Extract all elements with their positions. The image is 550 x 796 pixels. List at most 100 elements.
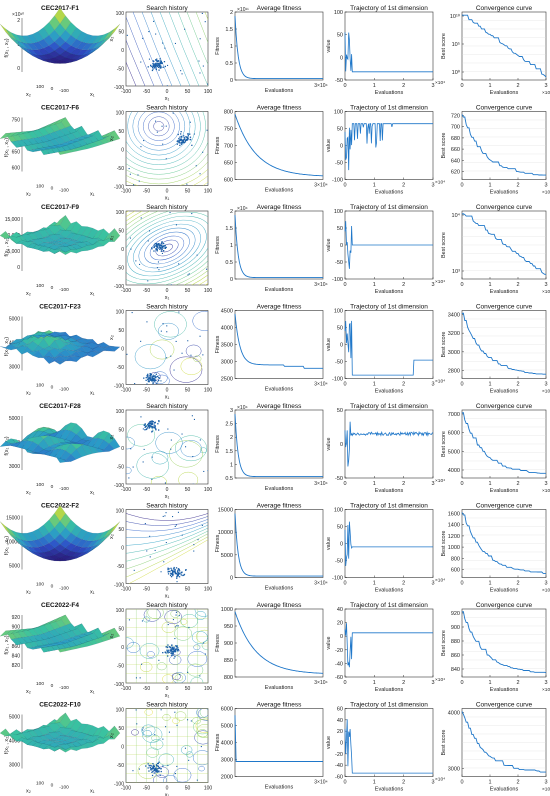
x-tick-label: 2 <box>402 481 405 487</box>
search-point <box>169 649 172 651</box>
contour-line <box>127 424 156 447</box>
panel-title: Convergence curve <box>476 602 533 609</box>
contour-line <box>151 734 160 742</box>
surface-facet <box>21 545 33 554</box>
search-point <box>174 638 176 640</box>
y-tick-label: 4000 <box>448 711 460 717</box>
search-point <box>177 511 179 513</box>
contour-line <box>126 533 208 570</box>
search-point <box>130 448 132 450</box>
search-point <box>159 377 161 379</box>
y-tick-label: 900 <box>451 625 460 631</box>
search-point <box>168 646 170 648</box>
search-point <box>188 759 190 761</box>
search-point <box>149 376 151 379</box>
x-exponent: ×10⁴ <box>435 379 445 385</box>
surface-facet <box>38 338 50 349</box>
search-point <box>147 763 149 765</box>
x-tick-label: 0 <box>343 282 346 288</box>
search-point <box>156 765 158 767</box>
search-point <box>160 330 162 332</box>
y-tick-label: 920 <box>451 611 460 617</box>
search-point <box>154 427 156 429</box>
x-tick-label: 3 <box>431 581 434 587</box>
search-point <box>162 245 164 247</box>
y-tick-label: 0 <box>340 442 343 448</box>
surface-facet <box>16 42 28 52</box>
search-point <box>155 249 157 251</box>
search-point <box>187 671 189 673</box>
x1-axis-label: x₁ <box>165 693 170 699</box>
contour-line <box>126 152 208 180</box>
search-point <box>156 770 158 772</box>
x-tick-label: -50 <box>143 587 150 593</box>
x-tick-label: 2 <box>402 581 405 587</box>
x-tick-label: 100 <box>204 288 213 294</box>
search-point <box>177 647 179 649</box>
search-point <box>171 573 173 575</box>
search-point <box>188 273 190 275</box>
search-point <box>168 651 170 653</box>
surface-facet <box>65 140 77 144</box>
surface-facet <box>16 540 28 550</box>
x-tick-label: 0 <box>166 786 169 792</box>
trajectory-line <box>344 221 433 269</box>
contour-line <box>179 618 188 625</box>
x-tick-label: -50 <box>143 388 150 394</box>
search-point <box>144 425 147 428</box>
surface-facet <box>54 712 66 724</box>
search-point <box>149 230 151 232</box>
surface-facet <box>16 729 28 735</box>
panel-title: Trajectory of 1st dimension <box>350 5 428 12</box>
search-point <box>168 731 170 733</box>
surface-tick-label: -100 <box>59 287 69 293</box>
search-point <box>156 64 159 66</box>
contour-line <box>137 111 180 146</box>
x2-axis-label: x₂ <box>26 391 31 397</box>
contour-line <box>126 111 196 161</box>
x1-axis-label: x₁ <box>90 689 95 695</box>
surface-facet <box>27 230 39 235</box>
contour-line <box>193 644 201 651</box>
x2-axis-label: x₂ <box>109 37 115 42</box>
y-tick-label: -50 <box>335 260 343 266</box>
y-axis-label: Best score <box>441 33 447 59</box>
contour-line <box>162 714 171 721</box>
search-point <box>170 654 173 656</box>
search-point <box>177 569 179 571</box>
surface-facet <box>92 540 104 550</box>
search-point <box>177 571 179 573</box>
search-point <box>156 267 158 269</box>
surface-tick-label: 100 <box>36 582 44 588</box>
search-point <box>182 140 184 142</box>
trajectory-line <box>344 421 434 467</box>
search-point <box>156 246 158 248</box>
search-point <box>162 143 164 145</box>
y-tick-label: -100 <box>114 483 124 489</box>
x-tick-label: 0 <box>166 487 169 493</box>
search-point <box>167 655 169 657</box>
y-tick-label: 860 <box>451 653 460 659</box>
z-tick-label: 820 <box>12 663 21 669</box>
surface-facet <box>98 430 110 440</box>
average-fitness-panel: Average fitness 1000 950 900 850 800 Evaluatio… <box>215 602 328 691</box>
search-point <box>152 65 154 67</box>
z-tick-label: 10000 <box>6 540 20 546</box>
surface-facet <box>38 124 50 130</box>
y-tick-label: 0 <box>340 634 343 640</box>
x-tick-label: 0 <box>166 89 169 95</box>
search-point <box>155 63 157 65</box>
surface-facet <box>38 334 50 338</box>
search-point <box>168 284 170 285</box>
x-tick-label: 3 <box>544 282 547 288</box>
contour-group <box>126 511 208 584</box>
x-tick-label: 3 <box>544 680 547 686</box>
y-tick-label: 100 <box>334 10 343 16</box>
panel-title: Convergence curve <box>476 5 533 12</box>
search-point <box>128 619 130 621</box>
search-point <box>176 648 178 650</box>
surface-facet <box>48 430 61 437</box>
search-point <box>144 426 146 428</box>
y-tick-label: 100 <box>334 309 343 315</box>
